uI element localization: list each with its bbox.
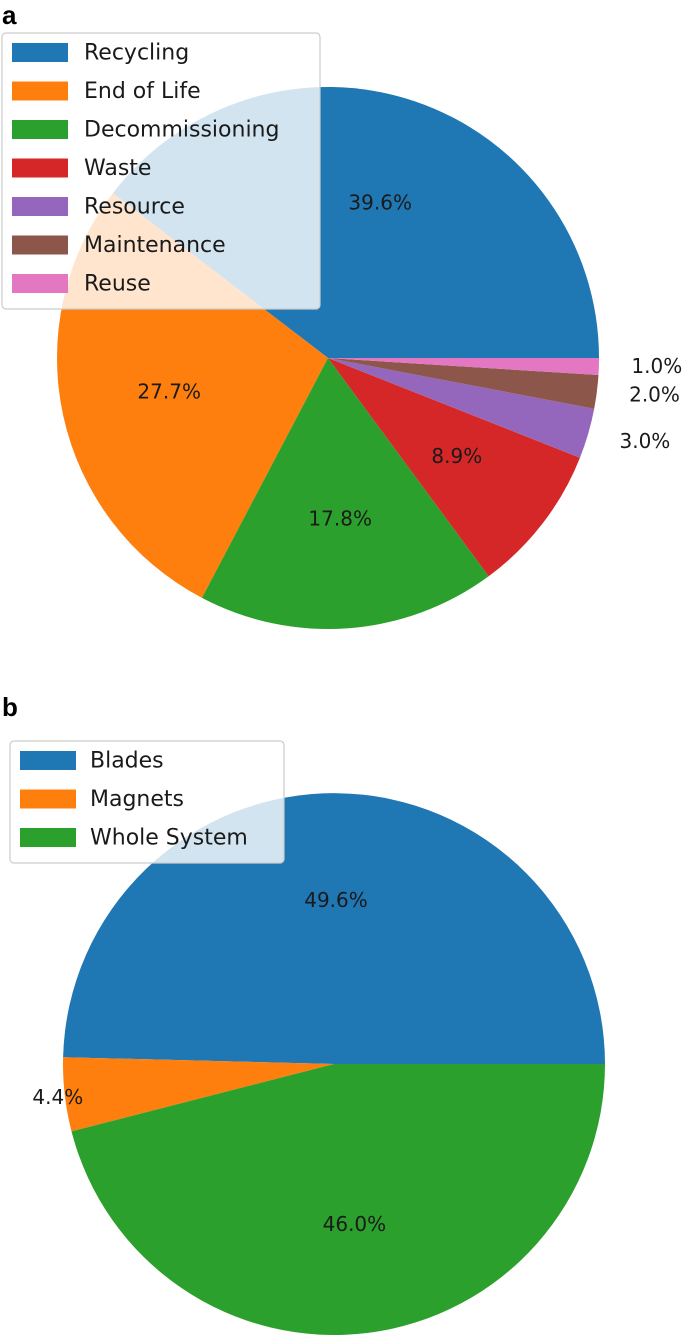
- legend-label-reuse: Reuse: [84, 272, 151, 297]
- legend-frame: [1, 32, 321, 310]
- legend-swatch-waste: [12, 158, 68, 178]
- legend-label-magnets: Magnets: [90, 787, 184, 812]
- pie-slice-decommissioning: [201, 358, 489, 630]
- pct-label-recycling: 39.6%: [348, 191, 412, 215]
- legend: Blades Magnets Whole System: [9, 740, 285, 864]
- pct-label-waste: 8.9%: [431, 444, 482, 468]
- legend-label-waste: Waste: [84, 156, 151, 181]
- legend-label-resource: Resource: [84, 195, 185, 220]
- legend-swatch-end-of-life: [12, 81, 68, 101]
- panel-a-letter: a: [2, 0, 17, 30]
- panel-b-letter: b: [2, 692, 18, 722]
- pct-label-magnets: 4.4%: [32, 1085, 83, 1109]
- legend: Recycling End of Life Decommissioning Waste…: [1, 32, 321, 310]
- pct-label-decommissioning: 17.8%: [308, 507, 372, 531]
- legend-label-decommissioning: Decommissioning: [84, 118, 279, 143]
- legend-swatch-magnets: [20, 789, 76, 809]
- legend-label-whole-system: Whole System: [90, 826, 248, 851]
- pct-label-resource: 3.0%: [620, 429, 671, 453]
- pie-slice-magnets: [63, 1057, 335, 1132]
- legend-swatch-whole-system: [20, 828, 76, 847]
- pct-label-blades: 49.6%: [304, 888, 368, 912]
- legend-swatch-resource: [12, 197, 68, 216]
- pct-label-end-of-life: 27.7%: [137, 380, 201, 404]
- legend-swatch-maintenance: [12, 235, 68, 255]
- legend-label-blades: Blades: [90, 749, 164, 774]
- pct-label-reuse: 1.0%: [631, 354, 682, 378]
- pie-slice-whole-system: [71, 1064, 605, 1336]
- legend-swatch-reuse: [12, 274, 68, 293]
- pct-label-whole-system: 46.0%: [323, 1212, 387, 1236]
- legend-swatch-recycling: [12, 43, 68, 62]
- legend-swatch-decommissioning: [12, 120, 68, 139]
- pie-chart-b: 49.6% 4.4% 46.0% Blades Magnets Whole System: [9, 740, 605, 1336]
- pie-slice-resource: [328, 358, 595, 458]
- legend-label-recycling: Recycling: [84, 41, 189, 66]
- legend-label-maintenance: Maintenance: [84, 233, 226, 258]
- pct-label-maintenance: 2.0%: [629, 383, 680, 407]
- legend-label-end-of-life: End of Life: [84, 79, 201, 104]
- legend-frame: [9, 740, 285, 864]
- pie-chart-a: 39.6% 27.7% 17.8% 8.9% 3.0% 2.0% 1.0% Recycling…: [1, 32, 682, 630]
- pie-slice-maintenance: [328, 358, 599, 409]
- pie-slice-waste: [328, 358, 580, 577]
- pie-slice-reuse: [328, 358, 599, 376]
- legend-swatch-blades: [20, 751, 76, 770]
